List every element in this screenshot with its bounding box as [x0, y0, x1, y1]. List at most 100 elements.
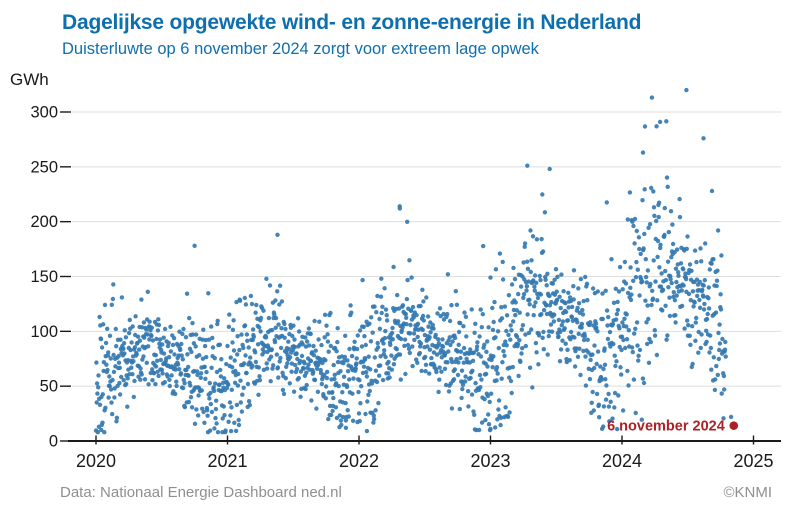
data-point: [356, 389, 361, 395]
data-point: [449, 406, 455, 411]
data-point: [528, 228, 533, 233]
data-point: [471, 350, 476, 355]
data-point: [499, 305, 504, 310]
data-point: [716, 356, 721, 362]
data-point: [208, 390, 213, 396]
data-point: [437, 306, 443, 311]
data-point: [114, 415, 120, 420]
data-point: [632, 216, 638, 222]
data-point: [679, 303, 685, 309]
data-point: [186, 399, 192, 405]
data-point: [119, 374, 124, 380]
data-point: [236, 417, 241, 423]
data-point: [683, 276, 689, 282]
data-point: [177, 367, 182, 372]
data-point: [428, 330, 433, 335]
data-point: [636, 235, 642, 240]
data-point: [664, 337, 669, 342]
data-point: [156, 317, 161, 322]
data-point: [382, 335, 388, 341]
data-point: [530, 234, 536, 239]
data-point: [418, 303, 423, 309]
data-point: [469, 307, 474, 312]
data-point: [154, 336, 159, 342]
data-point: [258, 315, 264, 321]
data-point: [132, 378, 137, 384]
data-point: [685, 234, 690, 239]
data-point: [371, 416, 377, 422]
data-point: [269, 327, 275, 333]
data-point: [641, 380, 647, 386]
x-tick-label: 2025: [733, 451, 773, 471]
data-point: [308, 358, 314, 364]
data-point: [690, 324, 695, 329]
y-tick-label: 300: [30, 104, 58, 122]
data-point: [609, 257, 614, 262]
data-point: [322, 312, 328, 317]
data-point: [350, 418, 356, 423]
data-point: [685, 318, 690, 323]
data-point: [361, 364, 367, 369]
data-points: [93, 87, 734, 435]
data-point: [323, 358, 328, 363]
data-point: [150, 367, 155, 372]
data-point: [262, 349, 267, 355]
data-point: [359, 344, 365, 349]
data-point: [307, 343, 312, 348]
data-point: [283, 326, 288, 332]
data-point: [698, 246, 703, 251]
data-point: [404, 322, 409, 327]
data-point: [273, 315, 279, 321]
data-point: [227, 312, 232, 317]
data-point: [365, 399, 370, 404]
data-point: [188, 395, 194, 400]
data-point: [250, 327, 256, 332]
data-point: [256, 365, 261, 370]
data-point: [110, 377, 115, 383]
data-point: [306, 326, 312, 331]
data-point: [181, 377, 186, 383]
data-point: [670, 222, 675, 227]
data-point: [180, 385, 186, 391]
data-point: [612, 405, 617, 410]
data-point: [235, 352, 240, 357]
data-point: [400, 303, 406, 308]
data-point: [238, 400, 243, 405]
data-point: [334, 349, 339, 354]
data-point: [355, 333, 360, 338]
data-point: [715, 228, 721, 233]
data-point: [518, 284, 524, 289]
data-point: [94, 360, 99, 365]
data-point: [543, 277, 548, 282]
data-point: [617, 326, 622, 331]
x-tick-label: 2020: [76, 451, 116, 471]
data-point: [209, 324, 214, 329]
data-point: [539, 236, 544, 242]
data-point: [441, 311, 446, 317]
data-point: [139, 297, 144, 302]
data-point: [540, 192, 545, 197]
data-point: [701, 294, 706, 299]
data-point: [570, 304, 575, 310]
data-point: [99, 345, 105, 350]
data-point: [334, 381, 339, 386]
data-point: [585, 298, 590, 303]
data-point: [201, 327, 206, 332]
data-point: [459, 395, 464, 401]
data-point: [594, 391, 600, 397]
data-point: [462, 310, 467, 315]
data-point: [490, 327, 496, 333]
data-point: [376, 400, 381, 406]
data-point: [567, 295, 573, 300]
data-point: [649, 185, 654, 191]
data-point: [218, 367, 223, 373]
data-point: [518, 359, 523, 364]
data-point: [458, 349, 464, 354]
data-point: [145, 332, 150, 337]
data-point: [531, 304, 537, 309]
data-point: [188, 383, 193, 388]
data-point: [410, 304, 416, 310]
data-point: [335, 339, 340, 345]
data-point: [298, 394, 303, 399]
data-point: [220, 416, 225, 421]
